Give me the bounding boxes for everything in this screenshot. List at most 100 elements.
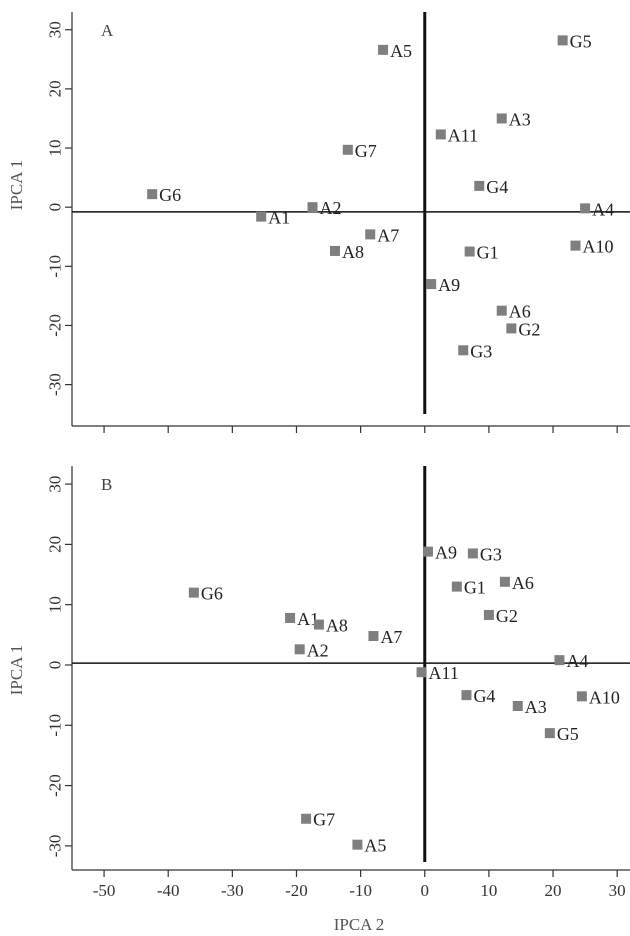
data-point-a2 — [307, 202, 318, 213]
data-point-g6 — [147, 189, 158, 200]
point-label-g6: G6 — [159, 185, 181, 205]
point-label-a1: A1 — [268, 208, 290, 228]
point-label-a2: A2 — [320, 198, 342, 218]
data-point-a7 — [365, 229, 376, 240]
point-label-g1: G1 — [477, 243, 499, 263]
data-point-g5 — [544, 728, 555, 739]
y-tick-label: -20 — [46, 314, 65, 337]
data-point-a4 — [554, 655, 565, 666]
point-label-g6: G6 — [201, 584, 223, 604]
panel-label: A — [101, 21, 114, 40]
point-label-a8: A8 — [342, 242, 364, 262]
point-label-a1: A1 — [297, 609, 319, 629]
point-label-a2: A2 — [307, 640, 329, 660]
data-point-a2 — [294, 644, 305, 655]
x-tick-label: 10 — [480, 881, 497, 900]
x-tick-label: 0 — [421, 881, 430, 900]
panel-a: -30 -20 -10 0 10 20 30 A IPCA 1 G6 A1 A2 G7 A5 A7 A8 A9 A… — [7, 12, 630, 433]
data-point-g1 — [451, 581, 462, 592]
point-label-a7: A7 — [377, 225, 399, 245]
data-point-a5 — [352, 839, 363, 850]
point-label-a11: A11 — [448, 125, 478, 145]
panel-b: -30 -20 -10 0 10 20 30 -50 -40 -30 -20 -10 0 10 20 30 B I… — [7, 466, 630, 934]
y-tick-label: -30 — [46, 373, 65, 396]
data-point-a3 — [512, 700, 523, 711]
point-label-a10: A10 — [582, 237, 613, 257]
point-label-g2: G2 — [496, 606, 518, 626]
point-label-g1: G1 — [464, 578, 486, 598]
y-axis-title: IPCA 1 — [7, 645, 26, 696]
point-label-a11: A11 — [429, 663, 459, 683]
data-point-a11 — [416, 667, 427, 678]
point-label-a5: A5 — [364, 836, 386, 856]
point-label-a8: A8 — [326, 616, 348, 636]
point-label-g7: G7 — [313, 810, 335, 830]
point-label-g7: G7 — [355, 141, 377, 161]
point-label-g5: G5 — [557, 724, 579, 744]
point-label-a7: A7 — [380, 627, 402, 647]
point-label-a10: A10 — [589, 687, 620, 707]
data-point-g7 — [342, 144, 353, 155]
point-label-g4: G4 — [486, 177, 508, 197]
data-point-a10 — [576, 691, 587, 702]
y-tick-label: -30 — [46, 835, 65, 858]
data-point-a11 — [435, 129, 446, 140]
point-label-a3: A3 — [509, 109, 531, 129]
data-point-g3 — [458, 345, 469, 356]
data-point-a4 — [580, 203, 591, 214]
point-label-g3: G3 — [480, 544, 502, 564]
data-point-a3 — [496, 113, 507, 124]
data-point-a8 — [329, 245, 340, 256]
y-tick-label: -10 — [46, 255, 65, 278]
y-axis-title: IPCA 1 — [7, 160, 26, 211]
y-tick-label: 0 — [46, 203, 65, 212]
y-tick-label: -10 — [46, 714, 65, 737]
data-point-a9 — [422, 546, 433, 557]
point-label-a6: A6 — [509, 302, 531, 322]
x-tick-label: -30 — [221, 881, 244, 900]
y-tick-label: 30 — [46, 21, 65, 38]
x-tick-label: -20 — [285, 881, 308, 900]
data-point-a8 — [313, 619, 324, 630]
data-point-a7 — [368, 631, 379, 642]
x-tick-label: 20 — [545, 881, 562, 900]
point-label-g4: G4 — [473, 686, 495, 706]
data-point-a5 — [378, 44, 389, 55]
y-tick-label: 0 — [46, 661, 65, 670]
point-label-a4: A4 — [566, 651, 588, 671]
x-tick-label: 30 — [609, 881, 626, 900]
data-point-a1 — [285, 612, 296, 623]
data-point-g3 — [467, 548, 478, 559]
data-point-g4 — [461, 690, 472, 701]
point-label-a5: A5 — [390, 41, 412, 61]
y-tick-label: 30 — [46, 476, 65, 493]
panel-label: B — [101, 475, 112, 494]
y-tick-label: 20 — [46, 80, 65, 97]
y-tick-label: 10 — [46, 596, 65, 613]
data-point-a6 — [499, 576, 510, 587]
data-point-g7 — [301, 813, 312, 824]
point-label-a3: A3 — [525, 697, 547, 717]
data-point-g2 — [506, 323, 517, 334]
y-tick-label: 10 — [46, 140, 65, 157]
data-point-a6 — [496, 305, 507, 316]
data-point-a9 — [426, 279, 437, 290]
data-point-g4 — [474, 180, 485, 191]
data-point-a1 — [256, 211, 267, 222]
y-tick-label: -20 — [46, 774, 65, 797]
x-tick-label: -50 — [93, 881, 116, 900]
x-axis-title: IPCA 2 — [334, 915, 385, 934]
point-label-a6: A6 — [512, 573, 534, 593]
y-tick-label: 20 — [46, 536, 65, 553]
point-label-g2: G2 — [518, 319, 540, 339]
point-label-g5: G5 — [570, 31, 592, 51]
x-tick-label: -40 — [157, 881, 180, 900]
point-label-a9: A9 — [438, 275, 460, 295]
point-label-g3: G3 — [470, 341, 492, 361]
x-tick-label: -10 — [349, 881, 372, 900]
data-point-g1 — [464, 246, 475, 257]
data-point-a10 — [570, 240, 581, 251]
data-point-g6 — [188, 587, 199, 598]
point-label-a4: A4 — [592, 199, 614, 219]
